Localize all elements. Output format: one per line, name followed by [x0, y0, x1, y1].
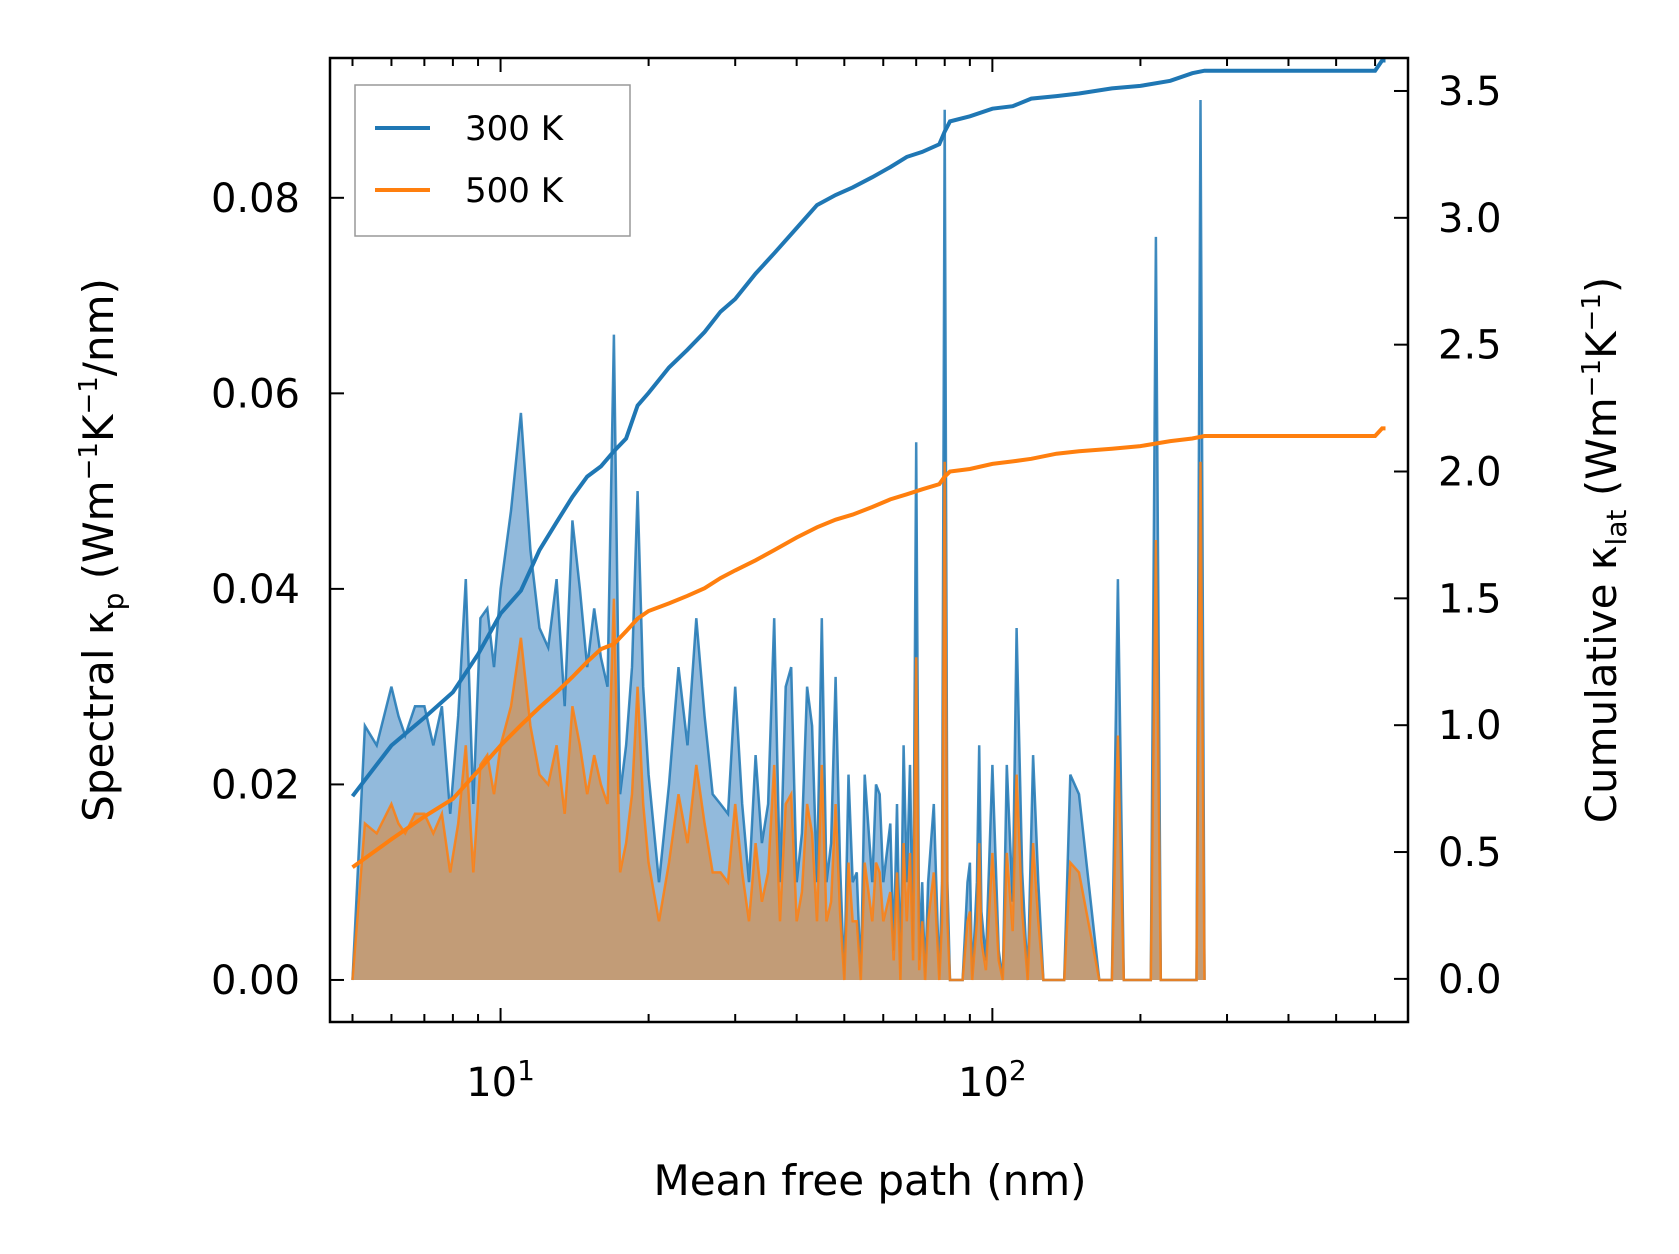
y-left-tick-label: 0.02 — [211, 762, 300, 808]
cumulative-300K-line — [350, 58, 1386, 798]
y-right-tick-label: 0.5 — [1438, 830, 1502, 876]
y-axis-left-label: Spectral κp (Wm−1K−1/nm) — [74, 278, 130, 822]
y-right-tick-label: 2.5 — [1438, 323, 1502, 369]
spectral-500K-area — [351, 461, 1206, 982]
y-left-tick-label: 0.04 — [211, 567, 300, 613]
y-right-tick-label: 2.0 — [1438, 450, 1502, 496]
y-right-tick-label: 0.0 — [1438, 957, 1502, 1003]
y-left-tick-label: 0.06 — [211, 371, 300, 417]
y-left-tick-label: 0.00 — [211, 958, 300, 1004]
legend-label: 300 K — [465, 109, 565, 149]
legend: 300 K 500 K — [354, 84, 631, 237]
legend-label: 500 K — [465, 171, 565, 211]
y-right-tick-label: 1.5 — [1438, 576, 1502, 622]
y-right-tick-label: 1.0 — [1438, 703, 1502, 749]
y-axis-right-label: Cumulative κlat (Wm−1K−1) — [1577, 277, 1633, 824]
plot-frame — [328, 56, 1410, 1024]
x-axis-label: Mean free path (nm) — [653, 1156, 1086, 1205]
legend-box — [354, 84, 631, 237]
y-right-tick-label: 3.0 — [1438, 196, 1502, 242]
x-tick-label: 102 — [958, 1054, 1027, 1106]
plot-series — [350, 58, 1386, 982]
x-tick-label: 101 — [466, 1054, 535, 1106]
y-left-tick-label: 0.08 — [211, 176, 300, 222]
axis-ticks: 0.00 0.02 0.04 0.06 0.08 0.0 0.5 1.0 1.5 2.0 2.5 3.… — [211, 58, 1502, 1106]
cumulative-500K-line — [351, 426, 1386, 869]
y-right-tick-label: 3.5 — [1438, 69, 1502, 115]
